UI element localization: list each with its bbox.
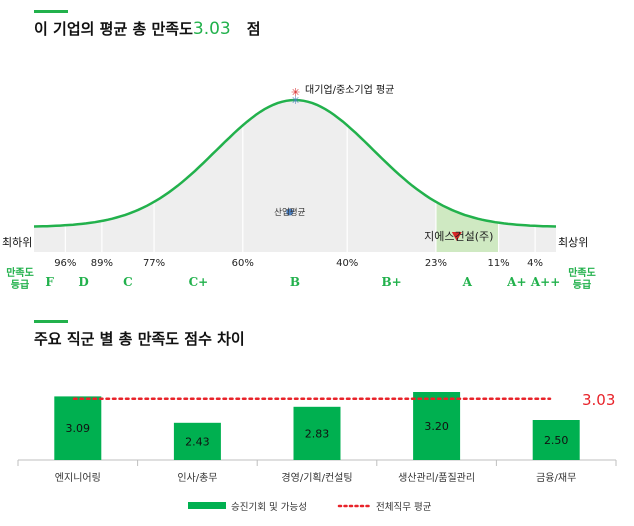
grade-row-label-left: 만족도 등급 bbox=[6, 266, 34, 291]
bar-value-label: 3.09 bbox=[66, 422, 91, 435]
section2-accent-bar bbox=[34, 320, 68, 323]
satisfaction-title: 이 기업의 평균 총 만족도3.03 점 bbox=[34, 18, 261, 39]
job-group-title: 주요 직군 별 총 만족도 점수 차이 bbox=[34, 330, 245, 348]
bar bbox=[413, 392, 461, 460]
satisfaction-title-text: 이 기업의 평균 총 만족도 bbox=[34, 20, 193, 38]
grade-label: F bbox=[45, 275, 54, 289]
industry-avg-marker bbox=[286, 208, 294, 216]
percentile-label: 40% bbox=[336, 258, 358, 269]
percentile-label: 60% bbox=[232, 258, 254, 269]
percentile-label: 77% bbox=[143, 258, 165, 269]
company-marker bbox=[451, 232, 462, 241]
lowest-label: 최하위 bbox=[2, 235, 32, 249]
grade-label: A bbox=[462, 275, 473, 289]
bar bbox=[54, 396, 102, 460]
satisfaction-unit: 점 bbox=[246, 20, 261, 38]
legend-line-label: 전체직무 평균 bbox=[376, 502, 432, 513]
grade-label: A++ bbox=[530, 275, 560, 289]
bar-value-label: 2.50 bbox=[544, 434, 569, 447]
grade-label: B bbox=[290, 275, 300, 289]
grade-row-label-right: 만족도 등급 bbox=[568, 266, 596, 291]
highlight-band bbox=[435, 201, 499, 252]
grade-label: A+ bbox=[506, 275, 526, 289]
percentile-label: 96% bbox=[54, 258, 76, 269]
category-label: 금융/재무 bbox=[536, 472, 576, 484]
distribution-chart: 최하위 최상위 96% 89% 77% 60% 40% 23% 11% 4% F D C C+ B B+ A A+… bbox=[2, 83, 596, 291]
industry-avg-label: 산업평균 bbox=[274, 207, 305, 218]
grade-label: B+ bbox=[381, 275, 401, 289]
grade-label: C+ bbox=[189, 275, 209, 289]
category-label: 경영/기획/컨설팅 bbox=[281, 471, 352, 484]
percentile-label: 4% bbox=[527, 258, 543, 269]
grade-label: D bbox=[78, 275, 88, 289]
bar-value-label: 2.43 bbox=[185, 435, 210, 448]
legend-bar-label: 승진기회 및 가능성 bbox=[231, 501, 307, 513]
percentile-label: 89% bbox=[91, 258, 113, 269]
bar bbox=[293, 406, 341, 460]
legend-bar-swatch bbox=[188, 502, 226, 509]
bar-value-label: 2.83 bbox=[305, 427, 330, 440]
percentile-label: 23% bbox=[425, 258, 447, 269]
company-label: 지에스건설(주) bbox=[424, 230, 493, 243]
overall-average-value: 3.03 bbox=[582, 391, 615, 409]
group-avg-label: 대기업/중소기업 평균 bbox=[305, 83, 394, 96]
category-label: 생산관리/품질관리 bbox=[398, 472, 475, 484]
bar bbox=[532, 420, 580, 460]
distribution-area bbox=[34, 100, 556, 252]
section1-accent-bar bbox=[34, 10, 68, 13]
group-avg-marker-red: ✳ bbox=[291, 86, 300, 99]
category-label: 엔지니어링 bbox=[55, 472, 101, 484]
bar-value-label: 3.20 bbox=[424, 420, 449, 433]
satisfaction-score: 3.03 bbox=[192, 19, 231, 39]
highest-label: 최상위 bbox=[558, 236, 588, 249]
category-label: 인사/총무 bbox=[177, 472, 217, 484]
bar bbox=[173, 422, 221, 460]
percentile-label: 11% bbox=[487, 258, 509, 269]
distribution-curve bbox=[33, 98, 557, 228]
grade-label: C bbox=[123, 275, 133, 289]
group-avg-marker-blue: ✳ bbox=[291, 94, 300, 107]
